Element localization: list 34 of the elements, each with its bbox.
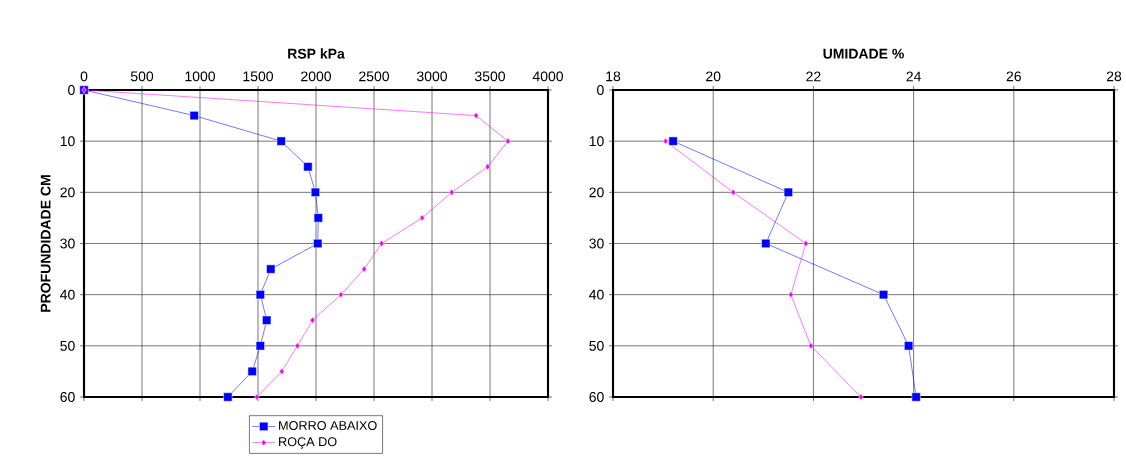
y-tick-label: 0 bbox=[597, 85, 604, 95]
x-tick-label: 20 bbox=[706, 71, 721, 82]
y-tick-label: 30 bbox=[60, 238, 75, 249]
x-tick-label: 2500 bbox=[359, 71, 390, 82]
y-tick-label: 60 bbox=[589, 392, 604, 402]
x-tick-label: 18 bbox=[606, 71, 621, 82]
y-tick-label: 50 bbox=[60, 340, 75, 351]
y-axis-title: PROFUNDIDADE CM bbox=[40, 175, 51, 312]
x-tick-label: 28 bbox=[1106, 71, 1122, 82]
y-tick-label: 30 bbox=[589, 238, 604, 249]
chart-title: RSP kPa bbox=[288, 48, 345, 59]
x-tick-label: 3500 bbox=[474, 71, 506, 82]
y-tick-label: 10 bbox=[589, 136, 604, 147]
x-tick-label: 2000 bbox=[301, 71, 332, 82]
x-tick-label: 26 bbox=[1006, 71, 1021, 82]
y-tick-label: 20 bbox=[60, 187, 75, 198]
y-tick-label: 60 bbox=[60, 392, 75, 402]
x-tick-label: 0 bbox=[80, 71, 88, 82]
y-tick-label: 40 bbox=[60, 289, 75, 300]
x-tick-label: 24 bbox=[906, 71, 921, 82]
y-tick-label: 0 bbox=[68, 85, 75, 95]
x-tick-label: 1500 bbox=[243, 71, 274, 82]
legend-label: ROÇA DO bbox=[279, 437, 337, 449]
y-tick-label: 50 bbox=[589, 340, 604, 351]
y-tick-label: 20 bbox=[589, 187, 604, 198]
x-tick-label: 1000 bbox=[185, 71, 216, 82]
x-tick-label: 3000 bbox=[416, 71, 448, 82]
legend-label: MORRO ABAIXO bbox=[279, 421, 377, 430]
chart-title: UMIDADE % bbox=[823, 48, 904, 59]
x-tick-label: 22 bbox=[806, 71, 821, 82]
y-tick-label: 10 bbox=[60, 136, 75, 147]
x-tick-label: 4000 bbox=[532, 71, 564, 82]
y-tick-label: 40 bbox=[589, 289, 604, 300]
x-tick-label: 500 bbox=[130, 71, 154, 82]
